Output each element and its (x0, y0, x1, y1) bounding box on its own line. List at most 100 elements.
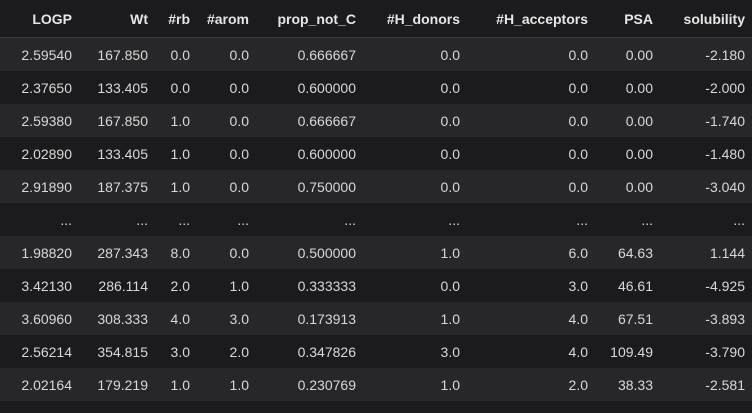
table-row: 2.59380 167.850 1.0 0.0 0.666667 0.0 0.0 0.00 -1… (0, 104, 752, 137)
cell-wt: 179.219 (79, 368, 155, 401)
table-row: 2.37650 133.405 0.0 0.0 0.600000 0.0 0.0 0.00 -2… (0, 71, 752, 104)
column-header-wt: Wt (79, 0, 155, 38)
cell-rb: 2.0 (155, 269, 197, 302)
cell-arom: 0.0 (197, 137, 256, 170)
cell-rb: 1.0 (155, 368, 197, 401)
column-header-solubility: solubility (660, 0, 752, 38)
cell-logp: 2.91890 (0, 170, 79, 203)
cell-arom: 0.0 (197, 104, 256, 137)
cell-logp: 2.59540 (0, 37, 79, 71)
cell-wt: 133.405 (79, 137, 155, 170)
cell-psa: 0.00 (595, 137, 660, 170)
cell-rb: 1.0 (155, 137, 197, 170)
cell-h-donors: 0.0 (363, 104, 467, 137)
column-header-arom: #arom (197, 0, 256, 38)
cell-prop-not-c: 0.347826 (256, 335, 363, 368)
cell-logp: 2.02164 (0, 368, 79, 401)
cell-arom: 3.0 (197, 302, 256, 335)
cell-h-acceptors: 4.0 (467, 302, 595, 335)
cell-psa: 46.61 (595, 269, 660, 302)
cell-h-donors: 1.0 (363, 236, 467, 269)
cell-psa: 67.51 (595, 302, 660, 335)
cell-solubility: -2.180 (660, 37, 752, 71)
dataframe-table: LOGP Wt #rb #arom prop_not_C #H_donors #… (0, 0, 752, 401)
column-header-logp: LOGP (0, 0, 79, 38)
cell-psa: 109.49 (595, 335, 660, 368)
cell-h-acceptors: 3.0 (467, 269, 595, 302)
cell-h-donors: 0.0 (363, 170, 467, 203)
cell-logp: 2.59380 (0, 104, 79, 137)
cell-h-donors: 0.0 (363, 37, 467, 71)
column-header-h-acceptors: #H_acceptors (467, 0, 595, 38)
cell-prop-not-c: ... (256, 203, 363, 236)
table-row: 3.42130 286.114 2.0 1.0 0.333333 0.0 3.0 46.61-… (0, 269, 752, 302)
cell-h-acceptors: 2.0 (467, 368, 595, 401)
cell-logp: 2.56214 (0, 335, 79, 368)
table-body: 2.59540 167.850 0.0 0.0 0.666667 0.0 0.0 0.00 -2… (0, 37, 752, 401)
cell-h-donors: 1.0 (363, 302, 467, 335)
cell-h-acceptors: 0.0 (467, 71, 595, 104)
table-header: LOGP Wt #rb #arom prop_not_C #H_donors #… (0, 0, 752, 38)
cell-psa: ... (595, 203, 660, 236)
cell-h-donors: 1.0 (363, 368, 467, 401)
cell-prop-not-c: 0.600000 (256, 71, 363, 104)
cell-h-acceptors: 0.0 (467, 37, 595, 71)
cell-rb: 1.0 (155, 104, 197, 137)
cell-prop-not-c: 0.750000 (256, 170, 363, 203)
cell-psa: 0.00 (595, 71, 660, 104)
cell-psa: 0.00 (595, 104, 660, 137)
cell-wt: 187.375 (79, 170, 155, 203)
cell-rb: 4.0 (155, 302, 197, 335)
table-row: 1.98820 287.343 8.0 0.0 0.500000 1.0 6.0 64.63 1… (0, 236, 752, 269)
cell-h-acceptors: 6.0 (467, 236, 595, 269)
column-header-h-donors: #H_donors (363, 0, 467, 38)
table-row: ........................... (0, 203, 752, 236)
cell-wt: 167.850 (79, 104, 155, 137)
cell-logp: 2.02890 (0, 137, 79, 170)
cell-solubility: -3.790 (660, 335, 752, 368)
cell-logp: 3.42130 (0, 269, 79, 302)
cell-psa: 38.33 (595, 368, 660, 401)
column-header-rb: #rb (155, 0, 197, 38)
table-row: 2.02890 133.405 1.0 0.0 0.600000 0.0 0.0 0.00 -1… (0, 137, 752, 170)
cell-rb: ... (155, 203, 197, 236)
cell-psa: 0.00 (595, 170, 660, 203)
cell-prop-not-c: 0.230769 (256, 368, 363, 401)
cell-arom: 0.0 (197, 170, 256, 203)
cell-prop-not-c: 0.666667 (256, 104, 363, 137)
cell-solubility: -2.581 (660, 368, 752, 401)
cell-solubility: -1.480 (660, 137, 752, 170)
table-row: 2.59540 167.850 0.0 0.0 0.666667 0.0 0.0 0.00 -2… (0, 37, 752, 71)
cell-solubility: -1.740 (660, 104, 752, 137)
table-row: 2.02164 179.219 1.0 1.0 0.230769 1.0 2.0 38.33-… (0, 368, 752, 401)
cell-prop-not-c: 0.666667 (256, 37, 363, 71)
cell-wt: ... (79, 203, 155, 236)
cell-prop-not-c: 0.600000 (256, 137, 363, 170)
cell-arom: 1.0 (197, 269, 256, 302)
cell-rb: 8.0 (155, 236, 197, 269)
cell-wt: 133.405 (79, 71, 155, 104)
cell-prop-not-c: 0.333333 (256, 269, 363, 302)
cell-h-donors: 0.0 (363, 137, 467, 170)
cell-arom: 1.0 (197, 368, 256, 401)
cell-h-donors: ... (363, 203, 467, 236)
cell-arom: ... (197, 203, 256, 236)
cell-psa: 64.63 (595, 236, 660, 269)
cell-logp: 3.60960 (0, 302, 79, 335)
cell-rb: 1.0 (155, 170, 197, 203)
cell-h-acceptors: 0.0 (467, 137, 595, 170)
cell-psa: 0.00 (595, 37, 660, 71)
cell-arom: 0.0 (197, 236, 256, 269)
cell-arom: 0.0 (197, 71, 256, 104)
cell-prop-not-c: 0.173913 (256, 302, 363, 335)
cell-h-donors: 3.0 (363, 335, 467, 368)
header-row: LOGP Wt #rb #arom prop_not_C #H_donors #… (0, 0, 752, 38)
cell-solubility: -3.040 (660, 170, 752, 203)
cell-h-acceptors: 0.0 (467, 170, 595, 203)
cell-h-acceptors: 4.0 (467, 335, 595, 368)
table-row: 2.56214 354.815 3.0 2.0 0.347826 3.0 4.0 109.49… (0, 335, 752, 368)
cell-arom: 0.0 (197, 37, 256, 71)
cell-logp: 1.98820 (0, 236, 79, 269)
cell-prop-not-c: 0.500000 (256, 236, 363, 269)
